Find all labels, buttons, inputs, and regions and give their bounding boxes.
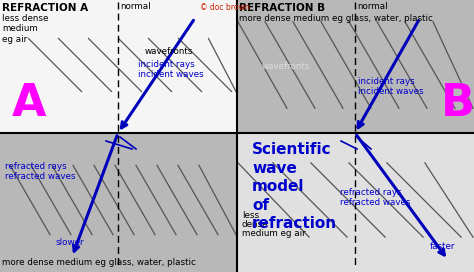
Text: REFRACTION B: REFRACTION B — [239, 3, 325, 13]
Bar — [237, 0, 474, 133]
Text: more dense medium eg glass, water, plastic: more dense medium eg glass, water, plast… — [239, 14, 433, 23]
Text: REFRACTION A: REFRACTION A — [2, 3, 88, 13]
Text: A: A — [12, 82, 46, 125]
Bar — [0, 133, 237, 272]
Text: refracted rays
refracted waves: refracted rays refracted waves — [340, 188, 410, 207]
Text: normal: normal — [120, 2, 151, 11]
Text: dense: dense — [242, 220, 268, 229]
Text: medium eg air: medium eg air — [242, 229, 306, 238]
Text: faster: faster — [430, 242, 456, 251]
Text: refracted rays
refracted waves: refracted rays refracted waves — [5, 162, 75, 181]
Text: wavefronts: wavefronts — [262, 62, 310, 71]
Text: less: less — [242, 211, 259, 220]
Text: Scientific
wave
model
of
refraction: Scientific wave model of refraction — [252, 142, 337, 231]
Text: more dense medium eg glass, water, plastic: more dense medium eg glass, water, plast… — [2, 258, 196, 267]
Text: less dense
medium
eg air: less dense medium eg air — [2, 14, 48, 44]
Text: incident rays
incident waves: incident rays incident waves — [138, 60, 204, 79]
Text: B: B — [441, 82, 474, 125]
Text: wavefronts: wavefronts — [145, 47, 193, 56]
Text: slower: slower — [55, 238, 83, 247]
Bar — [237, 133, 474, 272]
Text: normal: normal — [357, 2, 388, 11]
Bar — [0, 0, 237, 133]
Text: © doc brown: © doc brown — [200, 3, 250, 12]
Text: incident rays
incident waves: incident rays incident waves — [358, 77, 424, 96]
